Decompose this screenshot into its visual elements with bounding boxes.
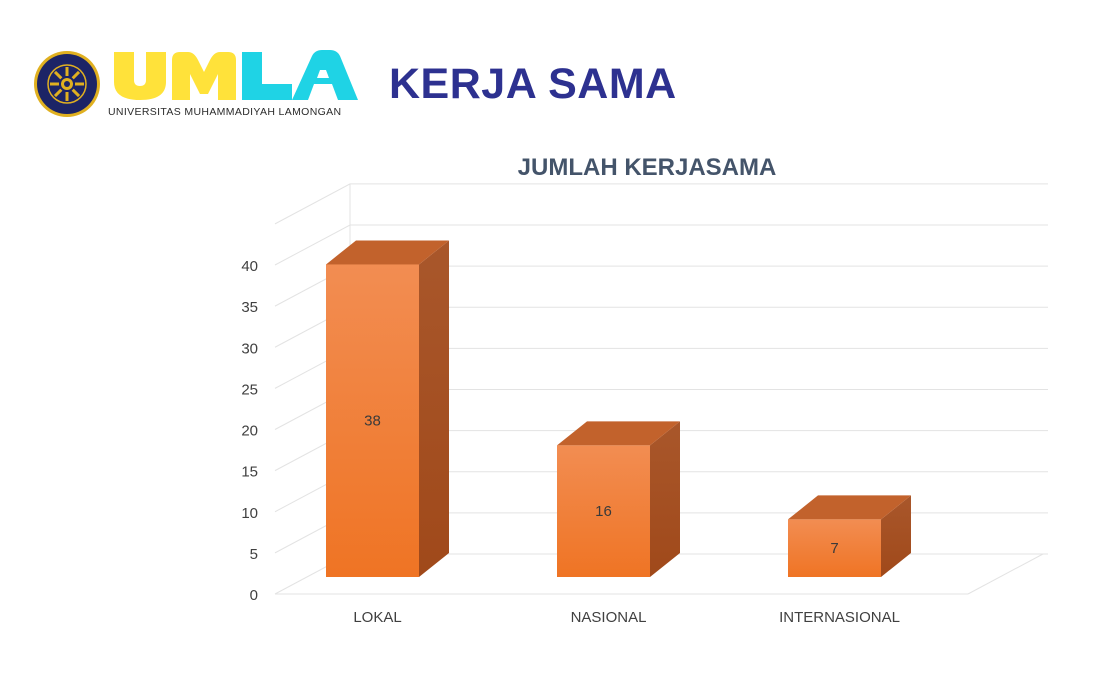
data-label: 7 [830, 540, 838, 557]
y-tick-label: 5 [250, 546, 258, 563]
data-label: 16 [595, 503, 612, 520]
university-seal-logo [34, 51, 100, 117]
gridline [274, 183, 1048, 225]
page-title: KERJA SAMA [389, 60, 677, 108]
y-tick-label: 0 [250, 587, 258, 604]
bar-side [881, 495, 911, 577]
x-tick-label: NASIONAL [571, 609, 647, 626]
bar-side [650, 421, 680, 577]
brand-subtitle: UNIVERSITAS MUHAMMADIYAH LAMONGAN [108, 106, 342, 118]
bar-top [326, 240, 449, 265]
y-tick-label: 40 [241, 258, 258, 275]
umla-wordmark-icon [114, 50, 358, 100]
x-axis: LOKAL NASIONAL INTERNASIONAL [353, 609, 900, 626]
bar-front [788, 519, 881, 577]
bars: 38 16 7 [326, 240, 911, 577]
bar-top [788, 495, 911, 520]
y-tick-label: 30 [241, 340, 258, 357]
umla-brand-logo: UNIVERSITAS MUHAMMADIYAH LAMONGAN [108, 48, 358, 120]
floor-edge [967, 553, 1044, 595]
bar-front [557, 445, 650, 577]
bar-front [326, 264, 419, 577]
y-tick-label: 15 [241, 464, 258, 481]
bar: 16 [557, 421, 680, 577]
bar-side [419, 240, 449, 577]
y-tick-label: 35 [241, 299, 258, 316]
chart-title: JUMLAH KERJASAMA [518, 154, 777, 181]
y-axis: 0 5 10 15 20 25 30 35 40 [241, 258, 258, 604]
bar: 38 [326, 240, 449, 577]
data-label: 38 [364, 413, 381, 430]
x-tick-label: LOKAL [353, 609, 401, 626]
bar-top [557, 421, 680, 446]
y-tick-label: 20 [241, 423, 258, 440]
bar: 7 [788, 495, 911, 577]
header: UNIVERSITAS MUHAMMADIYAH LAMONGAN KERJA … [0, 0, 1108, 140]
x-tick-label: INTERNASIONAL [779, 609, 900, 626]
y-tick-label: 25 [241, 381, 258, 398]
y-tick-label: 10 [241, 505, 258, 522]
